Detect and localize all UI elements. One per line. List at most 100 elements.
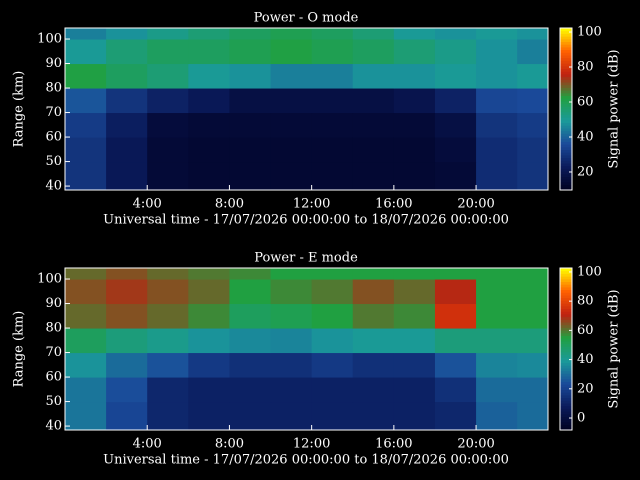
colorbar-step xyxy=(560,181,572,186)
y-tick-label: 90 xyxy=(45,296,62,311)
cell xyxy=(517,268,549,280)
cell xyxy=(311,377,354,403)
cell xyxy=(229,377,272,403)
cell xyxy=(311,39,354,65)
colorbar-step xyxy=(560,106,572,110)
colorbar-step xyxy=(560,362,572,366)
cell xyxy=(188,377,230,403)
cell xyxy=(65,28,107,40)
colorbar-step xyxy=(560,179,572,183)
cell xyxy=(270,268,313,280)
colorbar-tick-label: 80 xyxy=(577,294,594,309)
cell xyxy=(188,268,230,280)
cell xyxy=(476,279,518,305)
cell xyxy=(270,303,313,329)
colorbar-step xyxy=(560,311,572,315)
cell xyxy=(229,328,272,354)
cell xyxy=(147,377,189,403)
cell xyxy=(476,352,518,378)
colorbar-step xyxy=(560,165,572,169)
cell xyxy=(393,88,436,114)
colorbar-step xyxy=(560,367,572,372)
colorbar-step xyxy=(560,82,572,86)
x-tick-label: 4:00 xyxy=(133,197,162,212)
colorbar-tick-label: 40 xyxy=(577,129,594,144)
cell xyxy=(106,112,148,138)
colorbar-step xyxy=(560,144,572,148)
colorbar-step xyxy=(560,268,572,272)
colorbar-step xyxy=(560,384,572,388)
cell xyxy=(517,303,549,329)
colorbar-tick-label: 100 xyxy=(577,25,602,40)
colorbar-step xyxy=(560,98,572,102)
cell xyxy=(229,268,272,280)
x-axis-label: Universal time - 17/07/2026 00:00:00 to … xyxy=(103,453,509,468)
cell xyxy=(188,112,230,138)
y-tick-label: 100 xyxy=(37,32,62,47)
x-tick-label: 20:00 xyxy=(457,197,494,212)
cell xyxy=(229,161,272,191)
colorbar-step xyxy=(560,38,572,42)
y-tick-label: 40 xyxy=(45,179,62,194)
colorbar-step xyxy=(560,308,572,312)
colorbar-step xyxy=(560,114,572,118)
cell xyxy=(393,28,436,40)
cell xyxy=(270,63,313,89)
cell xyxy=(65,401,107,431)
cell xyxy=(393,39,436,65)
cell xyxy=(393,112,436,138)
colorbar-step xyxy=(560,330,572,334)
cell xyxy=(311,279,354,305)
cell xyxy=(311,137,354,163)
y-tick-label: 60 xyxy=(45,370,62,385)
colorbar-step xyxy=(560,413,572,417)
colorbar-step xyxy=(560,303,572,307)
cell xyxy=(147,401,189,431)
colorbar-step xyxy=(560,130,572,134)
cell xyxy=(352,28,395,40)
cell xyxy=(517,352,549,378)
colorbar-step xyxy=(560,76,572,80)
y-tick-label: 80 xyxy=(45,81,62,96)
colorbar-step xyxy=(560,73,572,78)
cell xyxy=(434,137,477,163)
colorbar-step xyxy=(560,332,572,336)
colorbar-step xyxy=(560,33,572,37)
cell xyxy=(106,303,148,329)
cell xyxy=(476,63,518,89)
colorbar-step xyxy=(560,176,572,180)
cell xyxy=(188,279,230,305)
cell xyxy=(229,401,272,431)
cell xyxy=(65,303,107,329)
colorbar-step xyxy=(560,324,572,328)
colorbar-step xyxy=(560,343,572,347)
colorbar-step xyxy=(560,424,572,428)
colorbar-step xyxy=(560,365,572,369)
cell xyxy=(147,352,189,378)
colorbar-step xyxy=(560,63,572,67)
y-axis-label: Range (km) xyxy=(12,311,27,388)
colorbar-step xyxy=(560,57,572,61)
cell xyxy=(147,28,189,40)
colorbar-step xyxy=(560,392,572,396)
cell xyxy=(393,401,436,431)
cell xyxy=(476,161,518,191)
cell xyxy=(147,279,189,305)
colorbar-step xyxy=(560,84,572,88)
cell xyxy=(106,28,148,40)
x-tick-label: 16:00 xyxy=(375,437,412,452)
colorbar-label: Signal power (dB) xyxy=(607,289,622,408)
cell xyxy=(393,137,436,163)
cell xyxy=(106,401,148,431)
colorbar-step xyxy=(560,281,572,285)
cell xyxy=(393,377,436,403)
colorbar-step xyxy=(560,44,572,48)
colorbar-step xyxy=(560,92,572,96)
colorbar-step xyxy=(560,316,572,320)
colorbar-step xyxy=(560,276,572,280)
cell xyxy=(106,63,148,89)
cell xyxy=(147,63,189,89)
cell xyxy=(434,112,477,138)
colorbar-step xyxy=(560,349,572,353)
cell xyxy=(434,161,477,191)
